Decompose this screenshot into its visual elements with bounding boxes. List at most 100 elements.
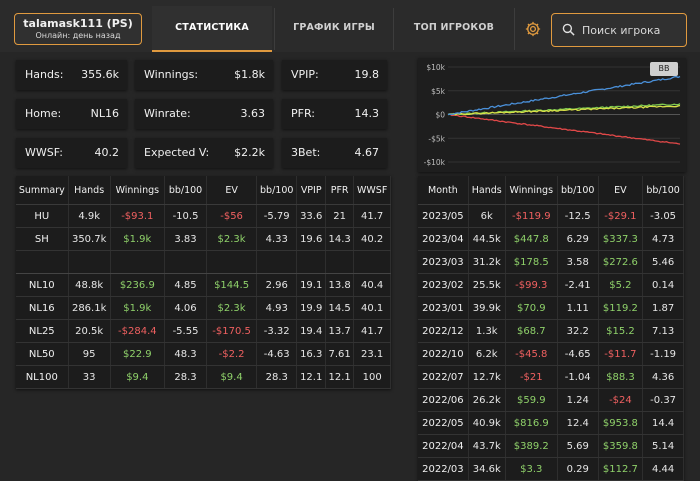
table-cell: 2022/03 <box>418 457 469 481</box>
column-header[interactable]: VPIP <box>296 176 326 205</box>
stat-value: 355.6k <box>81 68 119 81</box>
table-row: 2022/07 12.7k -$21 -1.04 $88.3 4.36 <box>418 365 684 389</box>
column-header[interactable]: bb/100 <box>642 176 684 205</box>
table-cell: $22.9 <box>110 342 165 366</box>
table-cell: SH <box>16 227 69 251</box>
tab-statistics[interactable]: СТАТИСТИКА <box>152 6 272 52</box>
table-cell: 13.7 <box>325 319 355 343</box>
table-cell: -$2.2 <box>206 342 257 366</box>
table-cell: 40.9k <box>468 411 506 435</box>
table-row: 2022/05 40.9k $816.9 12.4 $953.8 14.4 <box>418 411 684 435</box>
stat-home: Home: NL16 <box>16 99 127 129</box>
table-cell: $953.8 <box>598 411 644 435</box>
table-cell: 19.4 <box>296 319 326 343</box>
table-cell: -10.5 <box>164 204 208 228</box>
chart-series-line <box>447 75 681 116</box>
stat-expected-value: Expected V: $2.2k <box>135 138 273 168</box>
table-cell: 6k <box>468 204 506 228</box>
table-cell: -0.37 <box>642 388 684 412</box>
table-row: NL50 95 $22.9 48.3 -$2.2 -4.63 16.3 7.61 23.1 <box>16 342 391 366</box>
table-cell: 19.1 <box>296 273 326 297</box>
column-header[interactable]: Winnings <box>505 176 558 205</box>
table-cell: 2022/04 <box>418 434 469 458</box>
column-header[interactable]: bb/100 <box>164 176 208 205</box>
gear-icon[interactable] <box>524 20 542 38</box>
table-cell: 350.7k <box>68 227 111 251</box>
table-cell: 4.36 <box>642 365 684 389</box>
stat-value: 4.67 <box>354 146 380 159</box>
table-cell: 2023/03 <box>418 250 469 274</box>
table-cell: -$21 <box>505 365 558 389</box>
search-input[interactable] <box>582 21 682 39</box>
search-box[interactable] <box>551 13 687 47</box>
y-tick-label: $10k <box>426 63 445 72</box>
table-cell: $9.4 <box>110 365 165 389</box>
column-header[interactable]: Hands <box>468 176 506 205</box>
table-cell: 41.7 <box>353 319 391 343</box>
table-cell: $2.3k <box>206 227 257 251</box>
table-cell: 12.4 <box>557 411 599 435</box>
column-header[interactable]: EV <box>598 176 644 205</box>
table-cell: 2.96 <box>256 273 298 297</box>
stat-value: 3.63 <box>240 107 266 120</box>
table-cell: 28.3 <box>256 365 298 389</box>
player-badge[interactable]: talamask111 (PS) Онлайн: день назад <box>14 13 142 45</box>
stat-3bet: 3Bet: 4.67 <box>282 138 387 168</box>
tab-top-players[interactable]: ТОП ИГРОКОВ <box>413 22 495 33</box>
table-cell: 16.3 <box>296 342 326 366</box>
y-tick-label: -$5k <box>428 134 445 143</box>
table-cell: 12.1 <box>325 365 355 389</box>
table-cell <box>206 250 257 274</box>
column-header[interactable]: WWSF <box>353 176 391 205</box>
player-name: talamask111 (PS) <box>23 17 133 30</box>
table-cell: 12.7k <box>468 365 506 389</box>
table-row: NL10 48.8k $236.9 4.85 $144.5 2.96 19.1 13.8 40.… <box>16 273 391 297</box>
column-header[interactable]: Month <box>418 176 469 205</box>
table-cell: 40.2 <box>353 227 391 251</box>
column-header[interactable]: Hands <box>68 176 111 205</box>
table-cell: 5.46 <box>642 250 684 274</box>
table-cell <box>68 250 111 274</box>
table-cell: 32.2 <box>557 319 599 343</box>
table-cell: 20.5k <box>68 319 111 343</box>
table-cell: 95 <box>68 342 111 366</box>
table-cell: 2022/07 <box>418 365 469 389</box>
table-cell: $88.3 <box>598 365 644 389</box>
table-cell: $144.5 <box>206 273 257 297</box>
search-icon <box>562 23 575 36</box>
table-cell: $272.6 <box>598 250 644 274</box>
table-cell: NL25 <box>16 319 69 343</box>
winnings-chart[interactable]: $10k $5k $0 -$5k -$10k BB <box>418 58 686 172</box>
column-header[interactable]: EV <box>206 176 257 205</box>
table-cell: 23.1 <box>353 342 391 366</box>
table-cell: 1.87 <box>642 296 684 320</box>
table-cell: 4.73 <box>642 227 684 251</box>
table-cell: 13.8 <box>325 273 355 297</box>
table-row: SH 350.7k $1.9k 3.83 $2.3k 4.33 19.6 14.3 40.2 <box>16 227 391 251</box>
table-cell: 2023/01 <box>418 296 469 320</box>
column-header[interactable]: bb/100 <box>256 176 298 205</box>
column-header[interactable]: Summary <box>16 176 69 205</box>
tab-game-chart[interactable]: ГРАФИК ИГРЫ <box>293 22 375 33</box>
table-cell: $447.8 <box>505 227 558 251</box>
bb-toggle-button[interactable]: BB <box>650 62 678 76</box>
table-cell: 4.06 <box>164 296 208 320</box>
column-header[interactable]: Winnings <box>110 176 165 205</box>
table-cell: 43.7k <box>468 434 506 458</box>
table-cell: $1.9k <box>110 296 165 320</box>
stat-hands: Hands: 355.6k <box>16 60 127 90</box>
column-header[interactable]: bb/100 <box>557 176 599 205</box>
table-row: 2022/06 26.2k $59.9 1.24 -$24 -0.37 <box>418 388 684 412</box>
table-cell: 40.4 <box>353 273 391 297</box>
player-status: Онлайн: день назад <box>35 31 121 40</box>
stat-value: 19.8 <box>354 68 380 81</box>
stat-label: Home: <box>25 107 62 120</box>
table-cell: 14.4 <box>642 411 684 435</box>
stat-label: Expected V: <box>144 146 210 159</box>
table-row: 2022/04 43.7k $389.2 5.69 $359.8 5.14 <box>418 434 684 458</box>
stat-label: Winrate: <box>144 107 191 120</box>
table-row: 2023/02 25.5k -$99.3 -2.41 $5.2 0.14 <box>418 273 684 297</box>
table-cell: 5.14 <box>642 434 684 458</box>
column-header[interactable]: PFR <box>325 176 355 205</box>
table-cell: 2022/05 <box>418 411 469 435</box>
